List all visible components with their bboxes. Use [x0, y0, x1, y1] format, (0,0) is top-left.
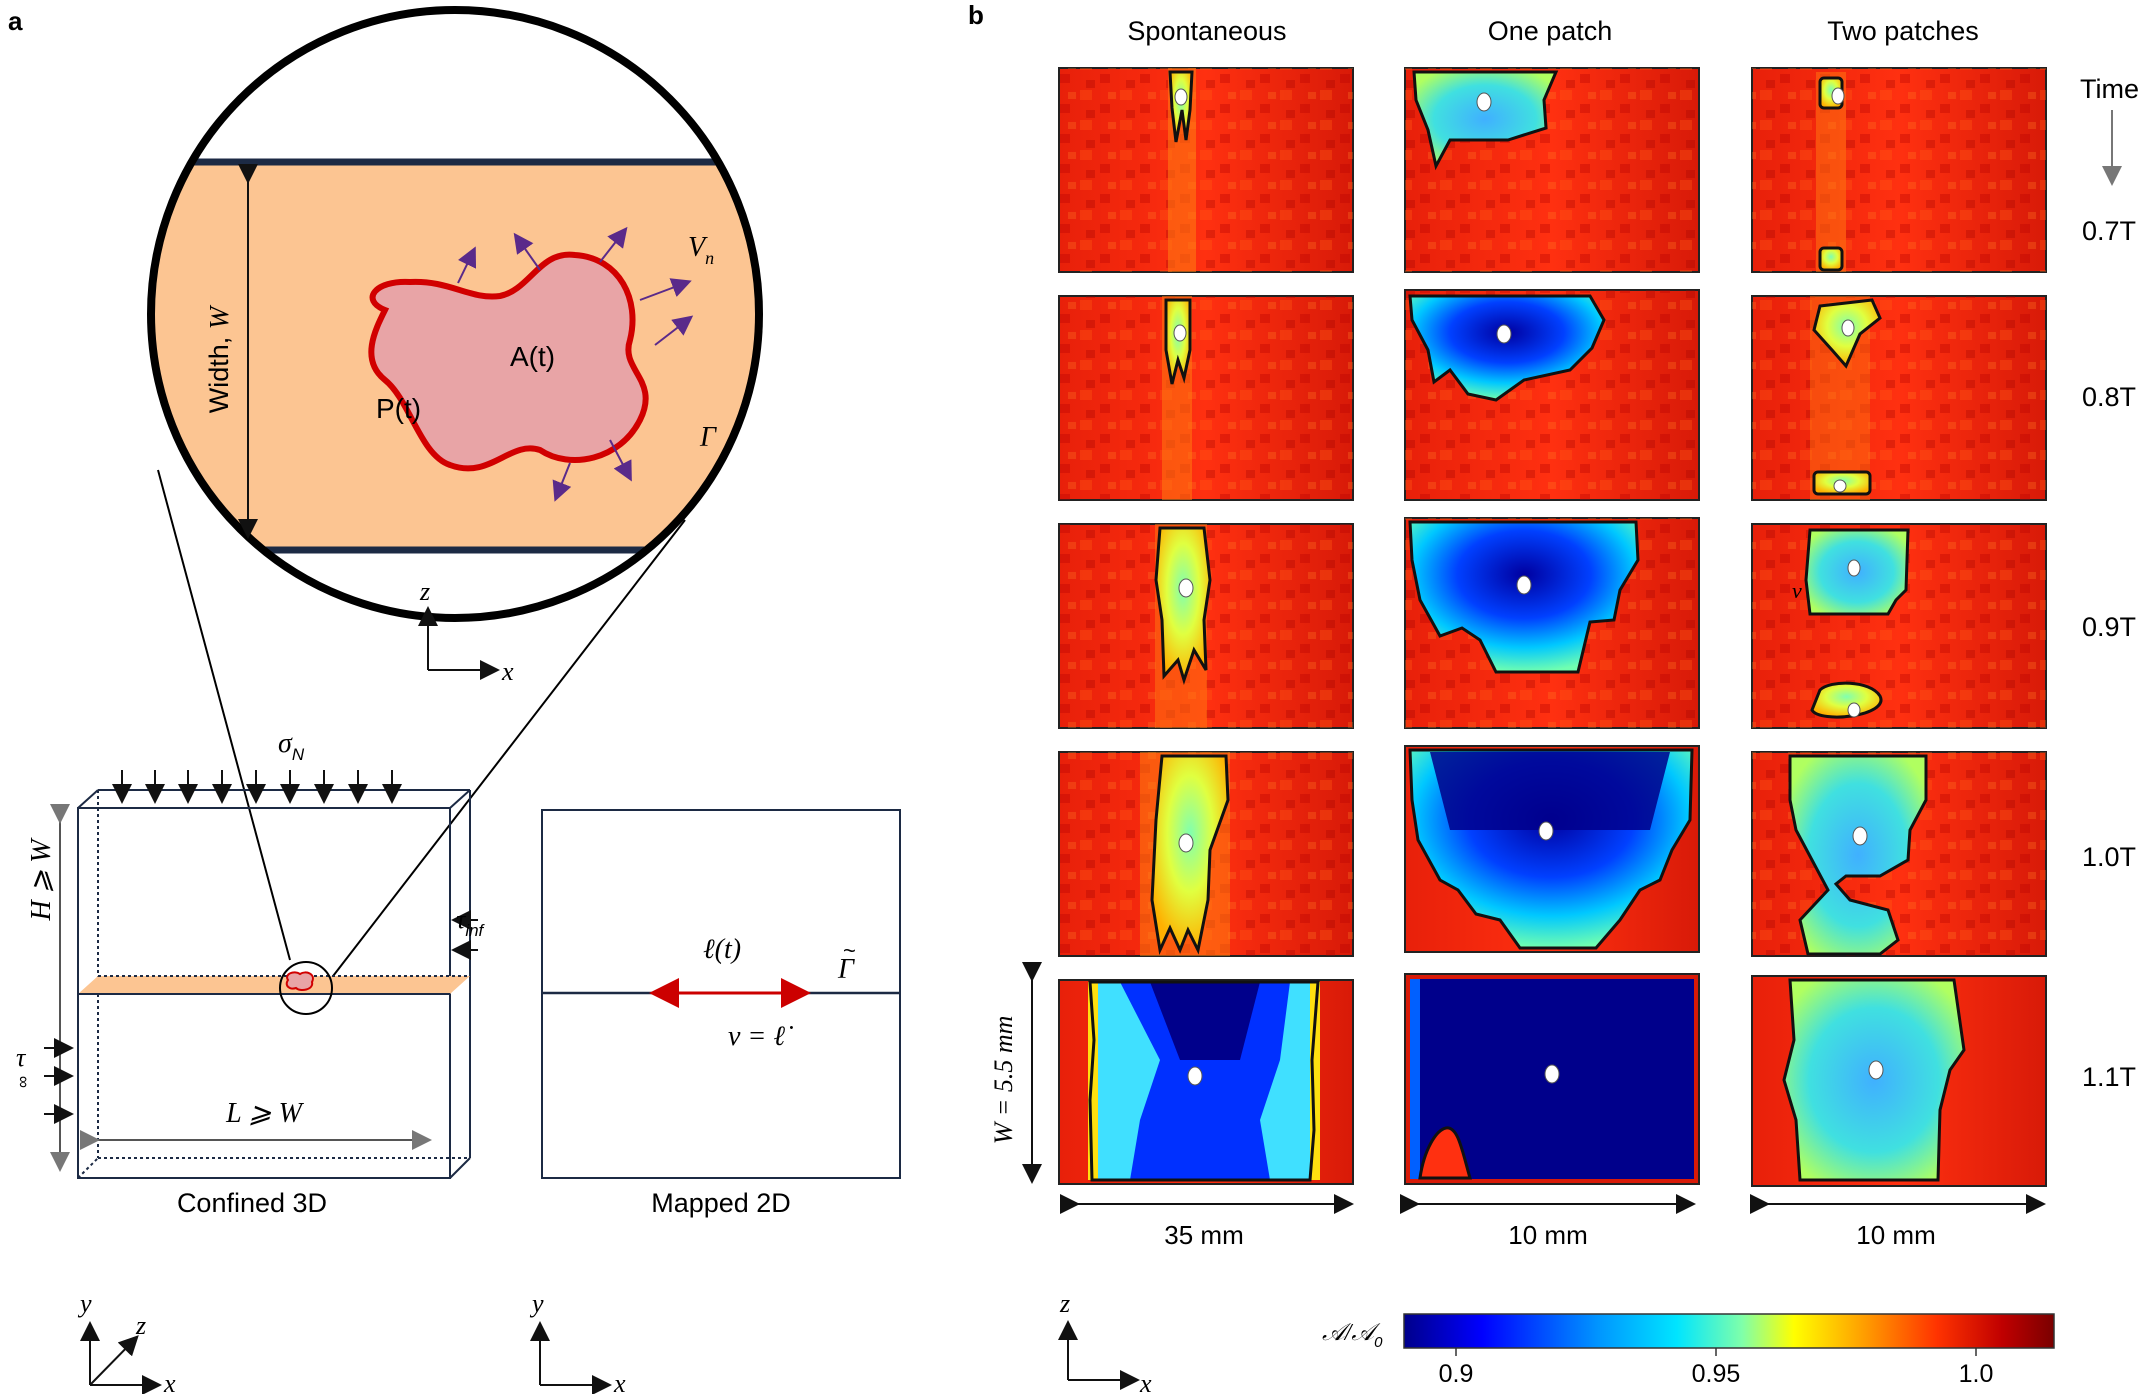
snapshot-spontaneous-3 [1058, 751, 1354, 957]
zoom-axis-z: z [419, 577, 430, 606]
ell-label: ℓ(t) [703, 934, 741, 965]
snapshot-spontaneous-4 [1058, 979, 1354, 1185]
column-header-two-patches: Two patches [1827, 16, 1979, 46]
confined-3d-block [77, 789, 471, 1179]
snapshot-spontaneous-0 [1058, 67, 1354, 273]
axis-b-x: x [1139, 1369, 1152, 1394]
axes2d-y: y [529, 1289, 544, 1318]
gamma-tilde-mark: ~ [843, 938, 856, 963]
projection-line-right [329, 519, 686, 981]
caption-3d: Confined 3D [177, 1188, 327, 1218]
length-label: L ⩾ W [225, 1098, 305, 1129]
width-two-patches: 10 mm [1856, 1220, 1935, 1250]
colorbar-tick-2: 1.0 [1959, 1360, 1994, 1388]
time-label: Time [2080, 74, 2139, 104]
tau-sub: ∞ [13, 1076, 32, 1088]
snapshot-two-patches-2: v [1751, 523, 2047, 729]
height-label: H ⩾ W [26, 837, 57, 922]
snapshot-one-patch-2 [1404, 517, 1700, 729]
tau-inf-arrows [451, 910, 478, 960]
axes3d-y: y [77, 1289, 92, 1318]
area-label: A(t) [510, 341, 555, 372]
colorbar-tick-1: 0.95 [1692, 1360, 1741, 1388]
colorbar-tick-0: 0.9 [1439, 1360, 1474, 1388]
tau-arrows [44, 1038, 74, 1124]
width-label: Width, W [204, 304, 234, 413]
rupture-patch [368, 251, 649, 472]
w-label: W = 5.5 mm [989, 1016, 1018, 1145]
time-4: 1.1T [2082, 1062, 2136, 1092]
axes-2d [530, 1321, 612, 1394]
projection-line-left [157, 469, 291, 961]
axes3d-z: z [135, 1311, 146, 1340]
snapshot-two-patches-1 [1751, 295, 2047, 501]
colorbar [1403, 1313, 2055, 1356]
time-1: 0.8T [2082, 382, 2136, 412]
normal-velocity-arrows [457, 226, 694, 502]
vn-label: Vn [688, 232, 714, 268]
panel-b-label: b [968, 0, 984, 30]
gamma-label: Γ [699, 422, 717, 453]
snapshot-one-patch-1 [1404, 289, 1700, 501]
snapshot-spontaneous-1 [1058, 295, 1354, 501]
snapshot-two-patches-4 [1751, 975, 2047, 1187]
tau-inf-label: τinf [456, 905, 486, 940]
snapshot-two-patches-3 [1751, 751, 2047, 957]
vr-label: v [1792, 578, 1802, 603]
axis-b-z: z [1059, 1289, 1070, 1318]
time-3: 1.0T [2082, 842, 2136, 872]
time-2: 0.9T [2082, 612, 2136, 642]
width-one-patch: 10 mm [1508, 1220, 1587, 1250]
snapshot-one-patch-4 [1404, 973, 1700, 1185]
snapshot-spontaneous-2 [1058, 523, 1354, 729]
axes2d-x: x [613, 1369, 626, 1394]
time-0: 0.7T [2082, 216, 2136, 246]
mapped-2d-box [541, 809, 901, 1179]
sigma-label: σN [278, 728, 305, 764]
zoom-axis-x: x [501, 657, 514, 686]
axes-panel-b [1058, 1320, 1140, 1390]
perimeter-label: P(t) [376, 393, 421, 424]
colorbar-ticks [1455, 1348, 1977, 1356]
axes-3d [80, 1321, 162, 1394]
colorbar-label: 𝒜/𝒜0 [1322, 1320, 1383, 1351]
snapshot-one-patch-3 [1404, 745, 1700, 953]
snapshot-two-patches-0 [1751, 67, 2047, 273]
column-header-spontaneous: Spontaneous [1127, 16, 1286, 46]
normal-stress-arrows [112, 770, 402, 804]
zoom-circle: Width, W Vn A(t) P(t) Γ z x [147, 6, 763, 686]
caption-2d: Mapped 2D [651, 1188, 791, 1218]
snapshot-one-patch-0 [1404, 67, 1700, 273]
axes3d-x: x [163, 1369, 176, 1394]
panel-a-label: a [8, 6, 23, 36]
gamma-tilde-label: Γ [837, 954, 855, 985]
width-spontaneous: 35 mm [1164, 1220, 1243, 1250]
nu-label: ν = ℓ̇ [728, 1021, 793, 1052]
column-header-one-patch: One patch [1488, 16, 1613, 46]
tau-label: τ [16, 1043, 27, 1072]
